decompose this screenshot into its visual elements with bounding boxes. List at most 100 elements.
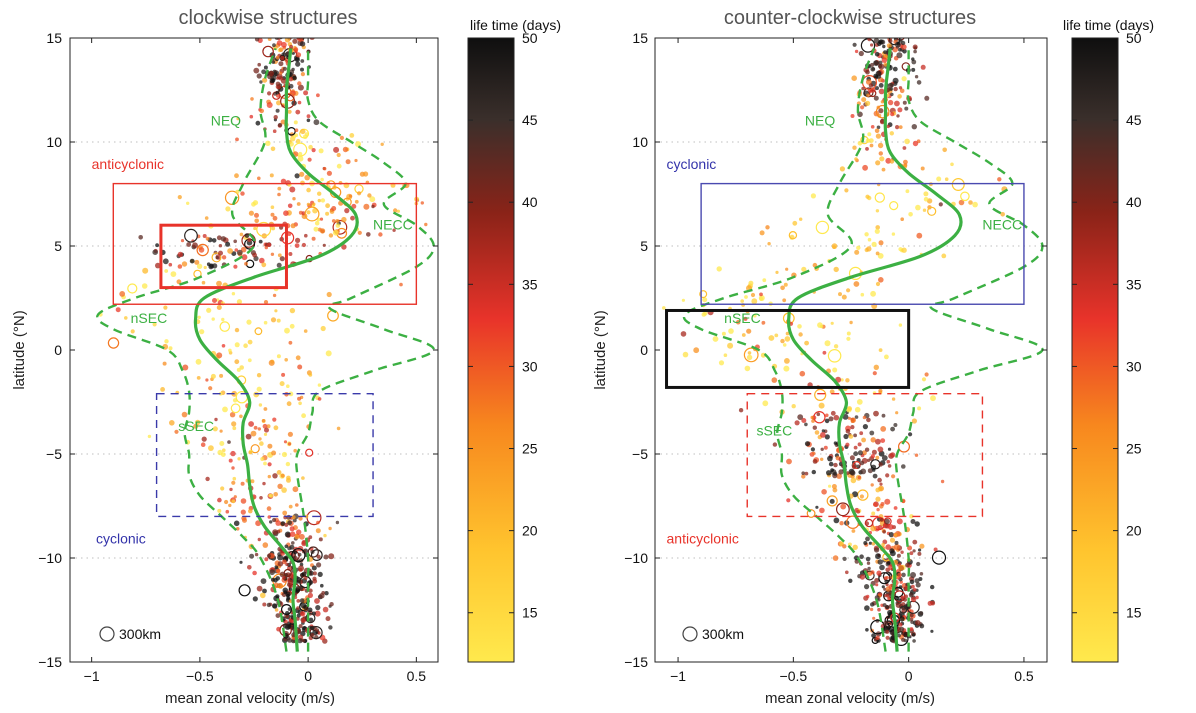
scatter-point [296, 202, 301, 206]
scatter-point [900, 550, 904, 554]
region-box [746, 392, 984, 518]
scatter-point [856, 399, 863, 405]
scatter-point [269, 78, 275, 84]
scatter-point [236, 367, 241, 372]
scatter-point [839, 166, 846, 172]
scatter-point [804, 340, 809, 346]
scatter-point [828, 484, 832, 488]
scatter-point [888, 34, 892, 38]
scatter-point [366, 232, 371, 237]
scatter-point [843, 433, 849, 440]
scatter-point [263, 432, 268, 436]
scatter-point [300, 72, 305, 77]
scatter-point [867, 132, 872, 137]
scatter-point [297, 155, 304, 162]
colorbar-scale [467, 37, 515, 663]
scatter-point [856, 245, 861, 250]
x-tick-label: 0.5 [1014, 668, 1034, 684]
scatter-point [750, 292, 756, 298]
scatter-point [893, 506, 898, 510]
scatter-point [420, 201, 424, 205]
x-ticks: −1 −0.5 0 0.5 [670, 38, 1034, 684]
scatter-point [289, 544, 295, 550]
scatter-point [228, 503, 232, 508]
scatter-point [277, 561, 284, 567]
scatter-point [815, 505, 819, 509]
scatter-point [301, 413, 306, 419]
scatter-point [940, 479, 945, 484]
scatter-point [767, 242, 771, 246]
scatter-point [875, 133, 882, 139]
scatter-point [850, 477, 857, 484]
scatter-point [842, 556, 847, 562]
scatter-point [288, 391, 294, 397]
scatter-point [854, 415, 859, 419]
scatter-point [350, 215, 355, 221]
scatter-point [865, 147, 869, 151]
scatter-point [152, 322, 157, 327]
colorbar-title: life time (days) [470, 17, 561, 33]
scatter-point [905, 189, 910, 194]
plot-frame [654, 37, 1048, 663]
scatter-point [846, 331, 851, 336]
scatter-point [874, 51, 880, 57]
scatter-point [727, 342, 734, 349]
scatter-point [893, 543, 900, 550]
scatter-point [759, 296, 764, 301]
scatter-point [909, 627, 914, 632]
colorbar-title: life time (days) [1063, 17, 1154, 33]
scatter-point [885, 635, 890, 640]
scatter-point [870, 290, 876, 297]
scatter-point [298, 516, 303, 521]
y-tick-label: −15 [38, 654, 62, 670]
scatter-point [844, 188, 849, 193]
scatter-point [889, 452, 896, 458]
scatter-point [292, 38, 298, 44]
scatter-point [812, 459, 818, 464]
scatter-point [811, 419, 815, 423]
x-tick-label: −1 [84, 668, 100, 684]
y-axis-label: latitude (°N) [11, 310, 28, 389]
scatter-point [224, 499, 229, 505]
colorbar-tick-label: 30 [1126, 358, 1142, 374]
legend-circle [682, 626, 698, 642]
scatter-point [233, 264, 238, 269]
scatter-point [299, 575, 312, 589]
scatter-point [819, 324, 824, 329]
panel-title: counter-clockwise structures [724, 7, 976, 29]
scatter-point [908, 592, 914, 598]
scatter-point [304, 576, 308, 580]
scatter-point [231, 421, 237, 427]
scatter-point [917, 406, 922, 411]
scatter-point [899, 605, 908, 614]
scatter-point [277, 483, 283, 489]
scatter-point [875, 160, 881, 166]
scatter-point [887, 99, 894, 106]
scatter-point [889, 201, 899, 211]
scatter-point [155, 262, 161, 269]
scatter-point [864, 518, 874, 528]
scatter-point [907, 30, 912, 35]
scatter-point [298, 565, 304, 572]
scatter-point [847, 416, 851, 420]
scatter-point [911, 418, 918, 424]
scatter-point [286, 384, 290, 389]
scatter-point [278, 47, 284, 52]
scatter-point [880, 438, 886, 443]
scatter-point [712, 336, 719, 342]
colorbar-tick-label: 15 [1126, 605, 1142, 621]
scatter-point [319, 217, 324, 221]
scatter-point [919, 572, 924, 576]
scatter-point [284, 358, 289, 362]
scatter-point [281, 372, 286, 377]
annotation-label: cyclonic [667, 156, 717, 172]
scatter-point [872, 371, 877, 376]
scatter-point [297, 396, 302, 401]
scatter-point [309, 625, 323, 640]
scatter-point [920, 166, 925, 171]
scatter-point [875, 438, 881, 445]
scatter-point [910, 519, 916, 524]
scatter-point [289, 307, 296, 314]
scatter-point [230, 403, 241, 414]
scatter-point [747, 351, 752, 355]
